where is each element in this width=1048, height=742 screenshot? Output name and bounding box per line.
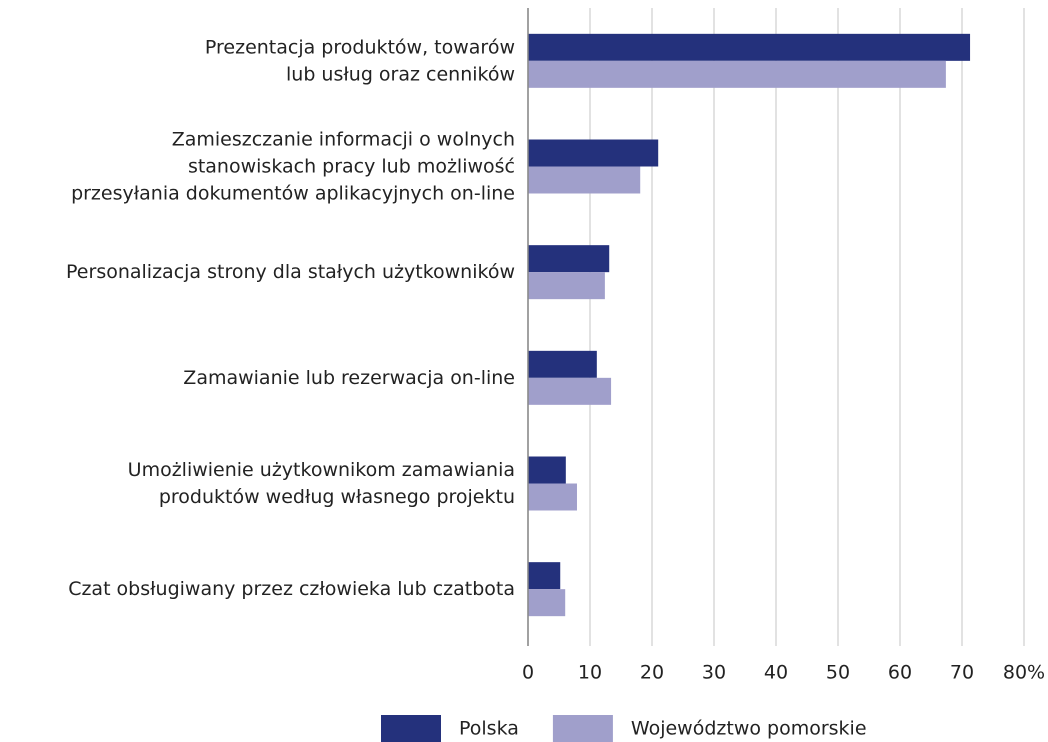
legend-swatch [552,715,613,742]
category-label: Personalizacja strony dla stałych użytko… [66,261,515,283]
x-tick-label: 40 [764,662,788,684]
category-label: Umożliwienie użytkownikom zamawiania prod… [128,459,515,508]
category-label: Prezentacja produktów, towarów lub usług … [205,36,515,85]
category-line: Czat obsługiwany przez człowieka lub cza… [68,578,515,600]
category-label: Zamieszczanie informacji o wolnych stanow… [71,128,515,204]
x-tick-label: 10 [578,662,602,684]
category-line: Umożliwienie użytkownikom zamawiania [128,459,515,481]
bar [528,139,659,167]
category-line: lub usług oraz cenników [286,63,515,85]
x-tick-label: 30 [702,662,726,684]
x-tick-label: 0 [522,662,534,684]
category-line: produktów według własnego projektu [159,486,515,508]
bar [528,272,605,300]
bar [528,33,971,61]
category-line: Personalizacja strony dla stałych użytko… [66,261,515,283]
category-line: Zamawianie lub rezerwacja on-line [183,366,515,388]
bar [528,166,641,194]
bar [528,483,577,511]
x-tick-label: 50 [826,662,850,684]
category-line: przesyłania dokumentów aplikacyjnych on-… [71,182,515,204]
x-tick-label: 70 [950,662,974,684]
legend-label: Województwo pomorskie [631,718,867,740]
category-line: Prezentacja produktów, towarów [205,36,515,58]
legend-label: Polska [459,718,519,740]
bar [528,377,612,405]
bar [528,245,610,273]
category-line: Zamieszczanie informacji o wolnych [172,128,515,150]
legend-swatch [381,715,441,742]
category-label: Zamawianie lub rezerwacja on-line [183,366,515,388]
x-tick-label: 20 [640,662,664,684]
x-tick-label: 60 [888,662,912,684]
bar [528,589,566,617]
x-tick-label: 80% [1003,662,1045,684]
bar [528,60,946,88]
bar [528,456,566,484]
bar [528,562,561,590]
category-label: Czat obsługiwany przez człowieka lub cza… [68,578,515,600]
bar [528,350,597,378]
category-line: stanowiskach pracy lub możliwość [188,155,515,177]
